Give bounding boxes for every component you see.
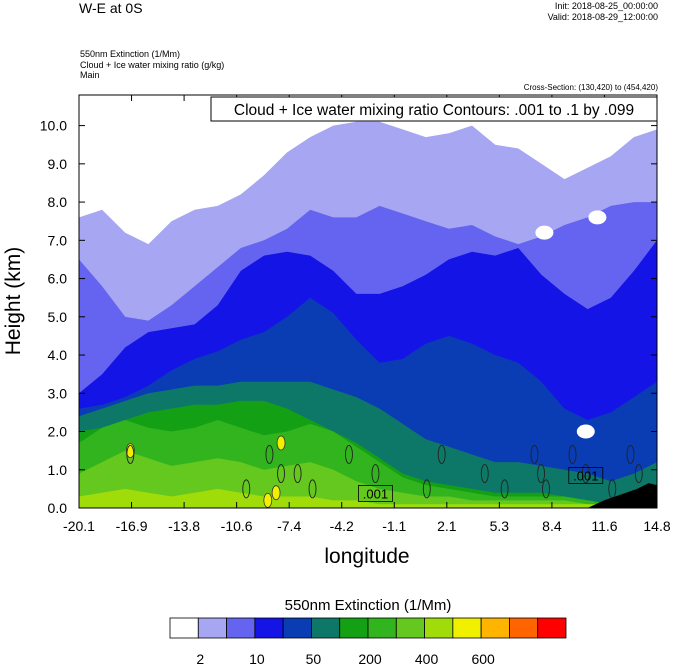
colorbar-swatch-9	[424, 617, 454, 639]
colorbar-swatch-11	[480, 617, 510, 639]
y-tick-label-7: 7.0	[48, 232, 68, 248]
colorbar-title: 550nm Extinction (1/Mm)	[285, 597, 452, 614]
colorbar-swatch-8	[395, 617, 425, 639]
contour-11	[500, 479, 509, 499]
y-tick-label-8: 8.0	[48, 194, 68, 210]
contour-info-text: Cloud + Ice water mixing ratio Contours:…	[234, 102, 634, 119]
field-mixing-ratio: Cloud + Ice water mixing ratio (g/kg)	[80, 59, 225, 70]
y-tick-label-4: 4.0	[48, 347, 68, 363]
colorbar-swatch-5	[311, 617, 341, 639]
contour-label-box-1	[568, 467, 604, 484]
field-extinction: 550nm Extinction (1/Mm)	[80, 49, 181, 59]
colorbar-swatch-4	[282, 617, 312, 639]
valid-time: Valid: 2018-08-29_12:00:00	[547, 12, 658, 22]
field-list: 550nm Extinction (1/Mm) Cloud + Ice wate…	[80, 49, 224, 81]
y-tick-label-0: 0.0	[48, 500, 68, 516]
contour-18	[626, 445, 635, 464]
white-patch-2	[576, 424, 595, 439]
x-tick-label-5: -4.2	[330, 518, 354, 534]
colorbar-label-1: 10	[249, 651, 265, 667]
contour-labels: .001 .001	[358, 467, 604, 502]
x-tick-label-10: 11.6	[591, 518, 617, 534]
x-tick-label-2: -13.8	[168, 518, 200, 534]
yellow-spot-3	[271, 485, 281, 501]
colorbar-swatch-12	[509, 617, 539, 639]
x-tick-label-1: -16.9	[116, 518, 148, 534]
contour-0	[126, 445, 135, 464]
x-tick-label-6: -1.1	[382, 518, 406, 534]
white-patch-0	[535, 225, 554, 240]
y-axis-label: Height (km)	[2, 247, 25, 356]
contour-info-box: Cloud + Ice water mixing ratio Contours:…	[210, 96, 658, 122]
contour-8	[422, 479, 431, 499]
contour-19	[634, 464, 643, 484]
contour-label-box-0	[358, 485, 393, 502]
y-axis: 0.0 1.0 2.0 3.0 4.0 5.0 6.0 7.0 8.0 9.0 10.0	[40, 118, 657, 516]
colorbar-label-5: 600	[471, 651, 495, 667]
x-tick-label-8: 5.3	[490, 518, 510, 534]
x-axis: -20.1 -16.9 -13.8 -10.6 -7.4 -4.2 -1.1 2.1 5.3 8.…	[63, 95, 671, 534]
contour-14	[542, 479, 550, 499]
colorbar-swatch-3	[254, 617, 284, 639]
colorbar: 2 10 50 200 400 600	[169, 617, 567, 667]
x-tick-label-7: 2.1	[437, 518, 457, 534]
contour-15	[568, 445, 577, 464]
colorbar-swatch-6	[339, 617, 369, 639]
terrain	[587, 483, 657, 508]
x-tick-label-11: 14.8	[643, 518, 670, 534]
time-info: Init: 2018-08-25_00:00:00 Valid: 2018-08…	[548, 1, 658, 23]
mixing-ratio-contours	[126, 445, 657, 508]
white-patch-1	[588, 210, 607, 225]
x-tick-label-3: -10.6	[221, 518, 253, 534]
y-tick-label-3: 3.0	[48, 385, 68, 401]
plot-frame	[78, 94, 658, 509]
x-axis-label: longitude	[324, 545, 409, 568]
contour-10	[480, 464, 489, 484]
y-tick-label-5: 5.0	[48, 309, 68, 325]
plot-title: W-E at 0S	[79, 0, 143, 16]
y-tick-label-10: 10.0	[40, 118, 67, 134]
colorbar-swatch-2	[226, 617, 256, 639]
contour-13	[537, 464, 546, 484]
contour-label-1: .001	[573, 468, 598, 483]
yellow-spot-1	[276, 435, 286, 451]
colorbar-swatch-7	[367, 617, 397, 639]
colorbar-swatch-10	[452, 617, 482, 639]
y-tick-label-9: 9.0	[48, 156, 68, 172]
contour-label-0: .001	[363, 486, 388, 501]
y-tick-label-1: 1.0	[48, 462, 68, 478]
y-tick-label-6: 6.0	[48, 271, 68, 287]
colorbar-label-0: 2	[196, 651, 204, 667]
contour-5	[308, 479, 317, 499]
x-tick-label-0: -20.1	[63, 518, 95, 534]
contour-6	[345, 445, 353, 464]
colorbar-swatch-13	[537, 617, 567, 639]
colorbar-swatch-1	[197, 617, 227, 639]
colorbar-label-3: 200	[358, 651, 382, 667]
yellow-spot-2	[263, 492, 273, 508]
colorbar-label-2: 50	[306, 651, 322, 667]
y-tick-label-2: 2.0	[48, 424, 68, 440]
colorbar-label-4: 400	[415, 651, 439, 667]
extinction-fill	[79, 95, 657, 509]
contour-12	[530, 445, 539, 464]
contour-3	[265, 445, 274, 464]
x-tick-label-9: 8.4	[542, 518, 562, 534]
init-time: Init: 2018-08-25_00:00:00	[554, 1, 658, 11]
contour-4	[293, 464, 302, 484]
extinction-region-9	[79, 488, 657, 508]
contour-1	[277, 464, 286, 484]
contour-7	[371, 464, 380, 484]
cross-section-label: Cross-Section: (130,420) to (454,420)	[523, 83, 658, 92]
x-tick-label-4: -7.4	[277, 518, 301, 534]
colorbar-swatch-0	[169, 617, 199, 639]
contour-9	[437, 445, 446, 464]
contour-2	[242, 479, 251, 499]
field-main: Main	[80, 70, 100, 80]
contour-16	[581, 464, 590, 484]
